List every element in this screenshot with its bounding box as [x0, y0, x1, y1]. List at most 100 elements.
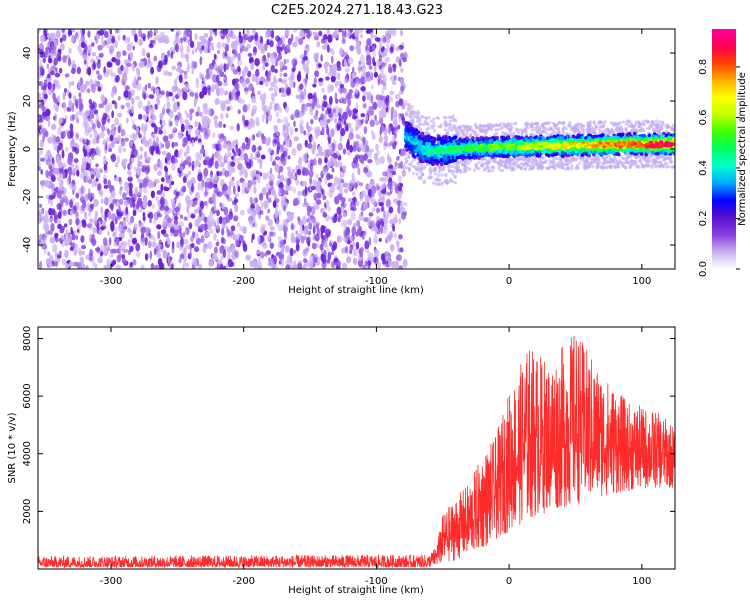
spectrogram-noise-cell — [62, 130, 66, 139]
spectrogram-noise-cell — [243, 46, 248, 52]
spectrogram-noise-cell — [335, 80, 341, 86]
spectrogram-noise-cell — [255, 170, 260, 175]
spectrogram-noise-cell — [78, 103, 83, 112]
spectrogram-noise-cell — [219, 63, 224, 71]
spectrogram-noise-cell — [95, 61, 101, 69]
spectrogram-noise-cell — [179, 214, 184, 219]
spectrogram-noise-cell — [180, 123, 185, 133]
spectrogram-noise-cell — [136, 67, 141, 77]
spectrogram-noise-cell — [178, 221, 185, 228]
spectrogram-halo-cell — [411, 164, 415, 169]
spectrogram-noise-cell — [397, 76, 401, 82]
spectrogram-noise-cell — [193, 246, 200, 253]
spectrogram-noise-cell — [242, 69, 246, 79]
spectrogram-halo-cell — [483, 161, 487, 166]
spectrogram-noise-cell — [386, 43, 390, 52]
spectrogram-noise-cell — [270, 64, 276, 73]
spectrogram-noise-cell — [116, 112, 123, 118]
spectrogram-noise-cell — [56, 217, 61, 225]
spectrogram-noise-cell — [200, 223, 205, 230]
spectrogram-noise-cell — [151, 123, 157, 128]
spectrogram-noise-cell — [321, 87, 325, 94]
spectrogram-noise-cell — [38, 118, 44, 123]
spectrogram-noise-cell — [118, 198, 124, 205]
spectrogram-noise-cell — [373, 249, 377, 257]
spectrogram-noise-cell — [261, 187, 267, 196]
spectrogram-noise-cell — [382, 214, 388, 223]
spectrogram-noise-cell — [342, 262, 348, 269]
spectrogram-noise-cell — [266, 76, 270, 82]
spectrogram-halo-cell — [459, 162, 463, 166]
spectrogram-noise-cell — [378, 110, 382, 120]
spectrogram-noise-cell — [285, 264, 291, 269]
spectrogram-noise-cell — [325, 149, 331, 158]
spectrogram-noise-cell — [392, 110, 398, 119]
spectrogram-noise-cell — [46, 63, 49, 69]
spectrogram-noise-cell — [75, 131, 79, 141]
spectrogram-noise-cell — [106, 258, 112, 265]
spectrogram-noise-cell — [369, 119, 376, 127]
spectrogram-noise-cell — [49, 229, 53, 236]
spectrogram-noise-cell — [137, 76, 142, 81]
spectrogram-noise-cell — [349, 235, 354, 242]
spectrogram-halo-cell — [497, 166, 501, 170]
spectrogram-noise-cell — [137, 208, 143, 213]
spectrogram-noise-cell — [229, 105, 233, 111]
spectrogram-noise-cell — [137, 178, 143, 183]
spectrogram-noise-cell — [142, 36, 146, 42]
spectrogram-noise-cell — [144, 84, 148, 91]
spectrogram-halo-cell — [544, 132, 549, 136]
spectrogram-noise-cell — [138, 133, 142, 139]
spectrogram-noise-cell — [202, 77, 206, 83]
spectrogram-noise-cell — [195, 237, 202, 245]
spectrogram-noise-cell — [232, 93, 236, 101]
spectrogram-noise-cell — [106, 61, 113, 68]
spectrogram-noise-cell — [375, 143, 379, 151]
spectrogram-noise-cell — [279, 165, 284, 173]
spectrogram-noise-cell — [393, 75, 397, 81]
spectrogram-noise-cell — [233, 215, 239, 222]
spectrogram-noise-cell — [350, 206, 355, 211]
spectrogram-noise-cell — [55, 104, 59, 113]
spectrogram-noise-cell — [278, 260, 282, 265]
spectrogram-noise-cell — [316, 243, 319, 249]
spectrogram-noise-cell — [318, 30, 323, 37]
spectrogram-noise-cell — [247, 137, 251, 147]
spectrogram-noise-cell — [349, 128, 354, 134]
spectrogram-noise-cell — [208, 158, 214, 167]
spectrogram-noise-cell — [291, 236, 296, 244]
spectrogram-noise-cell — [293, 81, 296, 89]
spectrogram-noise-cell — [164, 206, 170, 212]
spectrogram-noise-cell — [154, 179, 161, 184]
spectrogram-noise-cell — [106, 41, 110, 49]
spectrogram-noise-cell — [185, 244, 190, 250]
spectrogram-noise-cell — [305, 102, 312, 107]
spectrogram-noise-cell — [250, 62, 255, 71]
spectrogram-noise-cell — [94, 264, 98, 269]
spectrogram-noise-cell — [379, 196, 384, 202]
spectrogram-noise-cell — [261, 201, 264, 210]
spectrogram-noise-cell — [146, 156, 152, 162]
spectrogram-noise-cell — [129, 160, 132, 166]
spectrogram-noise-cell — [74, 112, 79, 121]
spectrogram-noise-cell — [183, 151, 188, 157]
spectrogram-noise-cell — [108, 144, 113, 149]
spectrogram-halo-cell — [604, 166, 608, 170]
spectrogram-noise-cell — [158, 130, 164, 135]
spectrogram-noise-cell — [331, 251, 334, 255]
spectrogram-noise-cell — [70, 68, 76, 74]
spectrogram-noise-cell — [199, 148, 206, 154]
spectrogram-noise-cell — [132, 63, 135, 72]
spectrogram-halo-cell — [494, 123, 498, 127]
spectrogram-noise-cell — [385, 198, 391, 208]
spectrogram-noise-cell — [65, 198, 69, 206]
spectrogram-noise-cell — [310, 185, 316, 191]
spectrogram-noise-cell — [227, 160, 231, 171]
spectrogram-noise-cell — [398, 58, 402, 68]
spectrogram-noise-cell — [239, 98, 245, 104]
spectrogram-noise-cell — [232, 148, 235, 154]
spectrogram-noise-cell — [277, 236, 282, 242]
spectrogram-noise-cell — [388, 259, 392, 268]
spectrogram-noise-cell — [175, 193, 179, 199]
spectrogram-halo-cell — [655, 164, 659, 168]
